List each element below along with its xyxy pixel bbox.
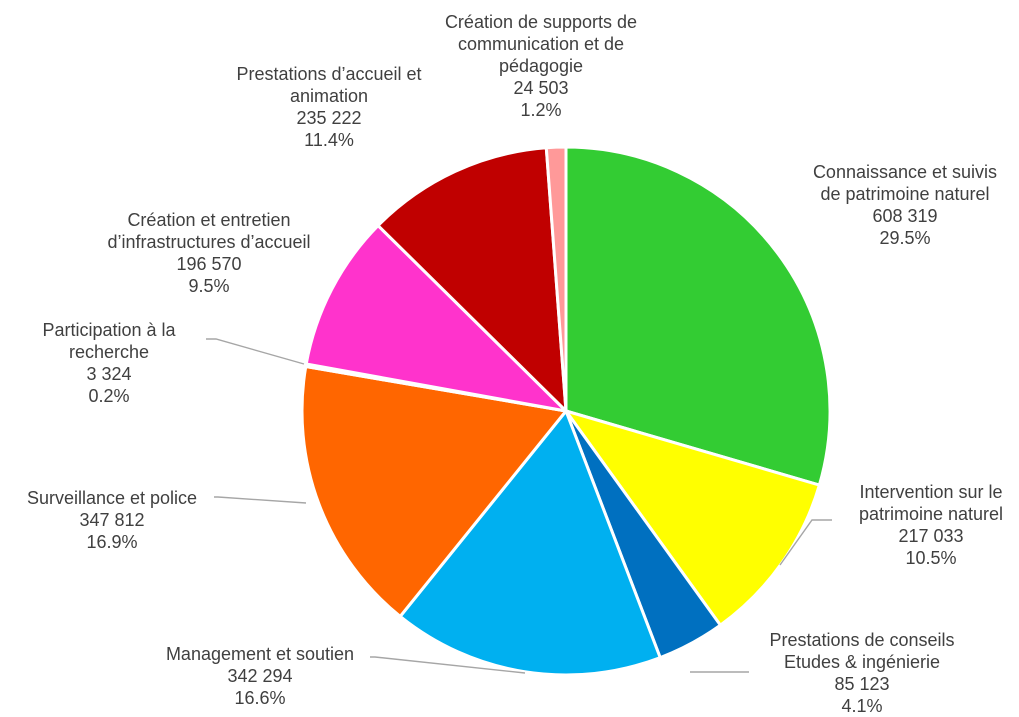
- data-label-percent: 16.6%: [234, 688, 285, 708]
- leader-line: [206, 338, 305, 365]
- data-label-percent: 9.5%: [188, 276, 229, 296]
- data-label-value: 347 812: [79, 510, 144, 530]
- data-label-intervention-sur-le: Intervention sur le patrimoine naturel 217…: [859, 482, 1003, 568]
- data-label-value: 3 324: [86, 364, 131, 384]
- data-label-management-et-soutien: Management et soutien 342 294 16.6%: [166, 644, 354, 708]
- data-label-percent: 16.9%: [86, 532, 137, 552]
- leader-lines: [206, 338, 832, 674]
- data-label-value: 24 503: [513, 78, 568, 98]
- data-label-category-line: pédagogie: [499, 56, 583, 76]
- data-label-connaissance-et-suivis: Connaissance et suivis de patrimoine natu…: [813, 162, 997, 248]
- data-label-percent: 4.1%: [841, 696, 882, 716]
- data-label-category-line: recherche: [69, 342, 149, 362]
- pie-slices: [300, 145, 832, 677]
- pie-slice-creation-et-entretien: [304, 223, 571, 414]
- data-label-value: 235 222: [296, 108, 361, 128]
- data-label-creation-de-supports-de: Création de supports de communication et …: [445, 12, 637, 120]
- data-label-participation-a-la: Participation à la recherche 3 324 0.2%: [42, 320, 176, 406]
- pie-slice-prestations-d-accueil-et: [375, 146, 568, 415]
- data-label-category-line: Connaissance et suivis: [813, 162, 997, 182]
- data-label-value: 608 319: [872, 206, 937, 226]
- data-label-percent: 0.2%: [88, 386, 129, 406]
- data-label-value: 196 570: [176, 254, 241, 274]
- data-label-creation-et-entretien: Création et entretien d’infrastructures d…: [107, 210, 310, 296]
- data-label-category-line: Participation à la: [42, 320, 176, 340]
- data-label-surveillance-et-police: Surveillance et police 347 812 16.9%: [27, 488, 197, 552]
- slice-labels: Connaissance et suivis de patrimoine natu…: [27, 12, 1003, 716]
- pie-slice-surveillance-et-police: [300, 364, 569, 619]
- data-label-category-line: animation: [290, 86, 368, 106]
- pie-slice-creation-de-supports-de: [544, 145, 568, 412]
- pie-slice-management-et-soutien: [398, 408, 663, 677]
- data-label-category-line: Prestations d’accueil et: [236, 64, 421, 84]
- data-label-category-line: Prestations de conseils: [769, 630, 954, 650]
- data-label-value: 85 123: [834, 674, 889, 694]
- data-label-category-line: Création et entretien: [127, 210, 290, 230]
- data-label-category-line: Management et soutien: [166, 644, 354, 664]
- data-label-percent: 29.5%: [879, 228, 930, 248]
- data-label-category-line: Création de supports de: [445, 12, 637, 32]
- data-label-percent: 10.5%: [905, 548, 956, 568]
- leader-line: [779, 519, 832, 566]
- data-label-value: 217 033: [898, 526, 963, 546]
- data-label-percent: 1.2%: [520, 100, 561, 120]
- data-label-prestations-d-accueil-et: Prestations d’accueil et animation 235 222…: [236, 64, 421, 150]
- data-label-category-line: de patrimoine naturel: [820, 184, 989, 204]
- data-label-category-line: Etudes & ingénierie: [784, 652, 940, 672]
- data-label-category-line: d’infrastructures d’accueil: [107, 232, 310, 252]
- data-label-category-line: communication et de: [458, 34, 624, 54]
- data-label-prestations-de-conseils: Prestations de conseils Etudes & ingénier…: [769, 630, 954, 716]
- data-label-value: 342 294: [227, 666, 292, 686]
- data-label-percent: 11.4%: [304, 130, 354, 150]
- pie-slice-connaissance-et-suivis: [564, 145, 832, 487]
- data-label-category-line: Surveillance et police: [27, 488, 197, 508]
- data-label-category-line: patrimoine naturel: [859, 504, 1003, 524]
- leader-line: [214, 496, 307, 504]
- data-label-category-line: Intervention sur le: [859, 482, 1002, 502]
- leader-line: [370, 656, 526, 674]
